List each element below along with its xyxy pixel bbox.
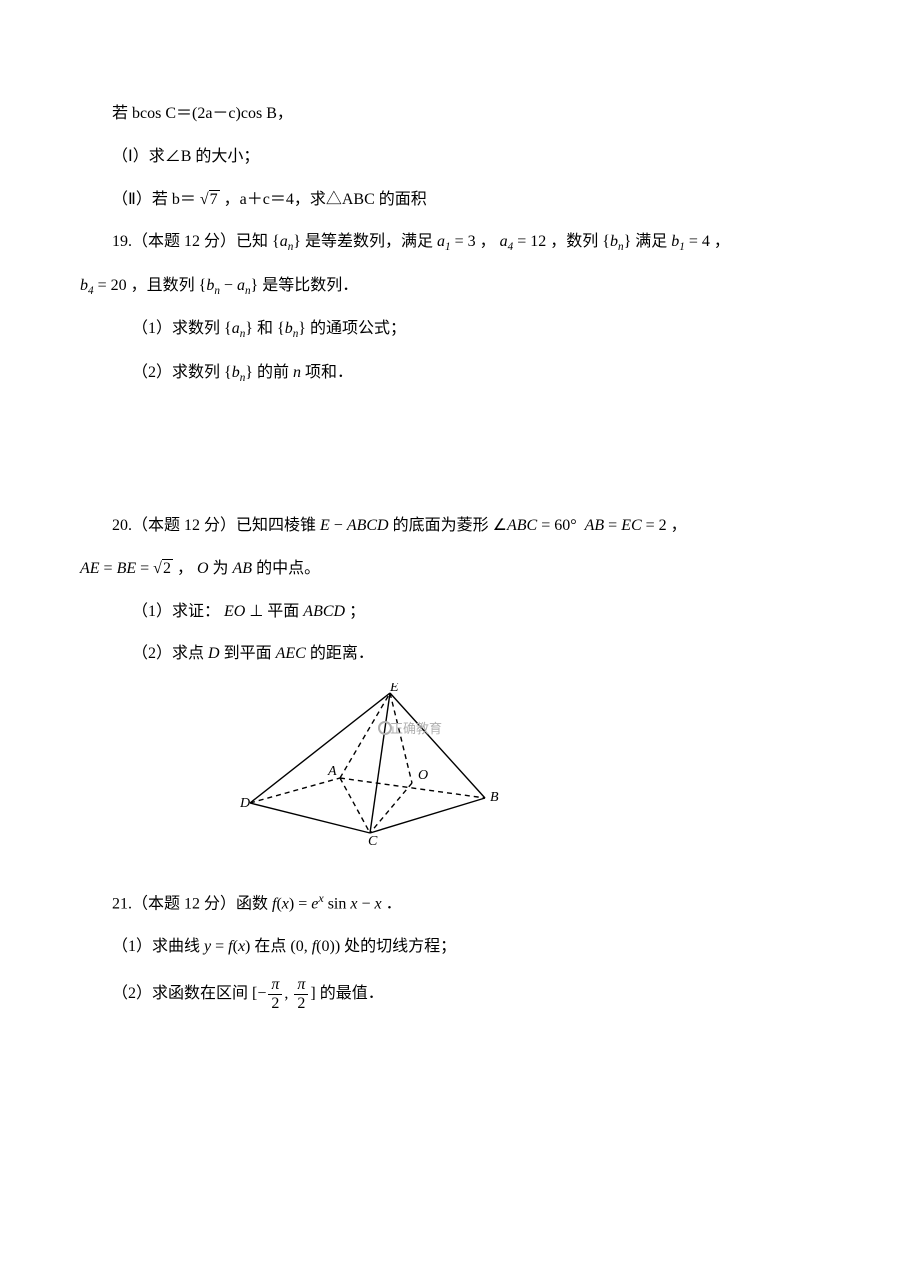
seq-bn-2: {bn} — [277, 320, 306, 337]
q21-sub1: （1）求曲线 y = f(x) 在点 (0, f(0)) 处的切线方程； — [60, 933, 860, 962]
seq-bn-1: {bn} — [602, 233, 631, 250]
line-part1: （Ⅰ）求∠B 的大小； — [60, 143, 860, 172]
svg-text:D: D — [240, 796, 250, 811]
q21-sub1-mid: 在点 — [254, 938, 286, 955]
q20-sub1-tail: 平面 ABCD ； — [267, 603, 365, 620]
q20-sub2-D: D — [208, 645, 220, 662]
q19-c1: ， — [480, 233, 496, 250]
q20-O: O — [197, 560, 209, 577]
q19-sub1: （1）求数列 {an} 和 {bn} 的通项公式； — [60, 315, 860, 344]
svg-text:正确教育: 正确教育 — [390, 721, 442, 736]
q19-line2: b4 = 20 ，且数列 {bn − an} 是等比数列． — [60, 272, 860, 301]
q20-sub1-eo: EO — [224, 603, 245, 620]
sqrt-7: 7 — [200, 186, 220, 215]
q21-tail: ． — [386, 895, 402, 912]
q20-sub1: （1）求证： EO ⊥ 平面 ABCD ； — [60, 598, 860, 627]
seq-an-2: {an} — [224, 320, 253, 337]
q19-c2: ， — [714, 233, 730, 250]
q19-sub2-n: n — [293, 364, 301, 381]
q19-sub1-tail: 的通项公式； — [310, 320, 406, 337]
q19-sub2-pre: （2）求数列 — [132, 364, 220, 381]
q20-line2: AE = BE = 2 ， O 为 AB 的中点。 — [60, 555, 860, 584]
q21-sub2-tail: 的最值． — [320, 985, 384, 1002]
q20-line2-tail: 为 AB 的中点。 — [213, 560, 321, 577]
vertical-gap — [60, 402, 860, 512]
q20-sub2: （2）求点 D 到平面 AEC 的距离． — [60, 640, 860, 669]
q20-head: 20.（本题 12 分）已知四棱锥 — [112, 517, 316, 534]
svg-text:O: O — [418, 768, 428, 783]
sqrt-2: 2 — [153, 555, 173, 584]
line-given-eq: 若 bcos C＝(2a－c)cos B， — [60, 100, 860, 129]
q19-sub1-pre: （1）求数列 — [132, 320, 220, 337]
svg-text:A: A — [327, 764, 337, 779]
pyramid-diagram: 正确教育 E A O B C D — [60, 683, 860, 848]
seq-bn-3: {bn} — [224, 364, 253, 381]
interval: [−π2, π2] — [252, 985, 316, 1002]
q21-sub1-pre: （1）求曲线 — [112, 938, 200, 955]
q19-seg1: 是等差数列，满足 — [305, 233, 433, 250]
seq-an-1: {an} — [272, 233, 301, 250]
q20-ae-be: AE — [80, 560, 100, 577]
q19-a1: a — [437, 233, 445, 250]
q20-sub2-AEC: AEC — [276, 645, 306, 662]
part2-prefix: （Ⅱ）若 b＝ — [112, 191, 196, 208]
q19-line1: 19.（本题 12 分）已知 {an} 是等差数列，满足 a1 = 3 ， a4… — [60, 228, 860, 257]
q20-mid1: 的底面为菱形 — [393, 517, 489, 534]
q20-c1: ， — [671, 517, 687, 534]
q20-sub2-tail: 的距离． — [310, 645, 374, 662]
q21-sub1-tail: 处的切线方程； — [344, 938, 456, 955]
q19-sub2: （2）求数列 {bn} 的前 n 项和． — [60, 359, 860, 388]
q21-head: 21.（本题 12 分）函数 — [112, 895, 268, 912]
q20-line1: 20.（本题 12 分）已知四棱锥 E − ABCD 的底面为菱形 ∠ABC =… — [60, 512, 860, 541]
q19-tail1: ，数列 — [550, 233, 598, 250]
q19-a4: a — [500, 233, 508, 250]
q20-e-abcd: E — [320, 517, 330, 534]
q20-sub1-pre: （1）求证： — [132, 603, 220, 620]
q19-b4: b — [80, 277, 88, 294]
q19-head: 19.（本题 12 分）已知 — [112, 233, 268, 250]
q19-sub2-tail: 的前 — [257, 364, 289, 381]
q21-sub1-pt: (0, f(0)) — [290, 938, 340, 955]
q20-line2-mid: ， — [177, 560, 193, 577]
q20-sub2-mid: 到平面 — [224, 645, 272, 662]
part2-suffix: ，a＋c＝4，求△ABC 的面积 — [224, 191, 427, 208]
q19-tail2: 满足 — [635, 233, 667, 250]
q19-l2-tail: 是等比数列． — [262, 277, 358, 294]
q19-sub2-tail2: 项和． — [305, 364, 353, 381]
svg-text:E: E — [389, 683, 399, 695]
q21-sub2-pre: （2）求函数在区间 — [112, 985, 248, 1002]
seq-bn-an: {bn − an} — [199, 277, 259, 294]
svg-text:B: B — [490, 790, 499, 805]
q20-angle: ∠ — [493, 517, 507, 534]
q19-sub1-mid: 和 — [257, 320, 273, 337]
q21-sub2: （2）求函数在区间 [−π2, π2] 的最值． — [60, 976, 860, 1012]
q21-line1: 21.（本题 12 分）函数 f(x) = ex sin x − x ． — [60, 888, 860, 919]
q20-sub2-pre: （2）求点 — [132, 645, 204, 662]
svg-text:C: C — [368, 834, 378, 848]
q20-ab-ec: AB — [585, 517, 605, 534]
line-part2: （Ⅱ）若 b＝ 7 ，a＋c＝4，求△ABC 的面积 — [60, 186, 860, 215]
q19-l2-mid: ，且数列 — [131, 277, 195, 294]
